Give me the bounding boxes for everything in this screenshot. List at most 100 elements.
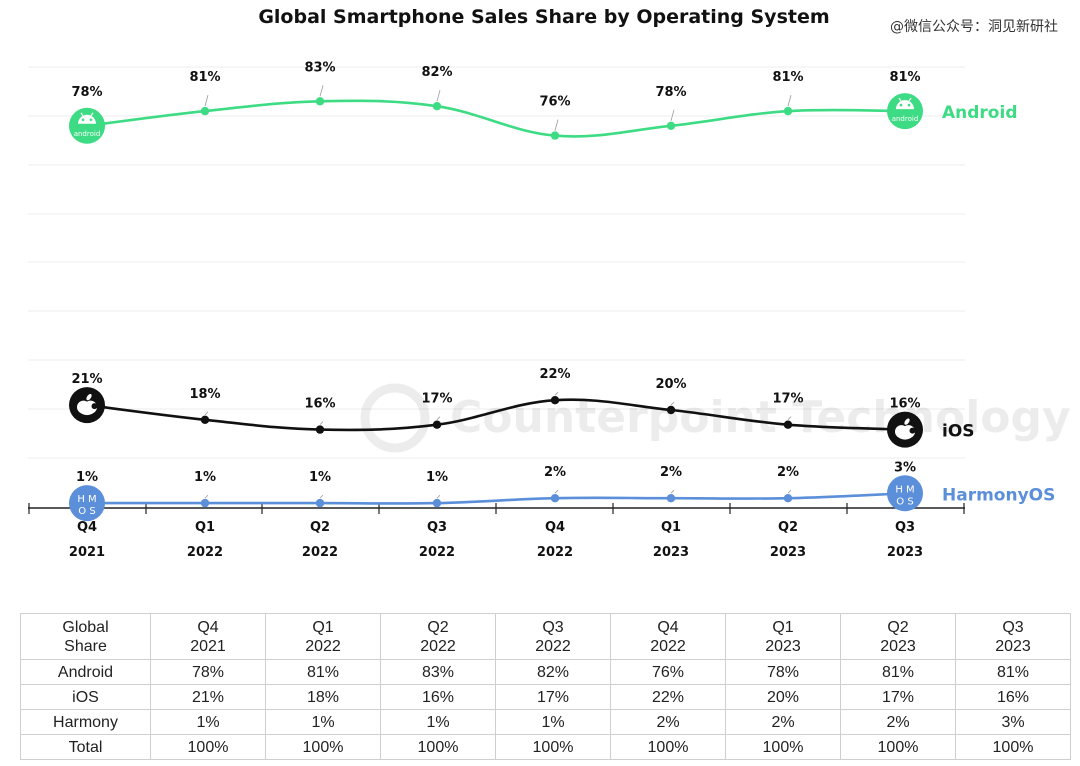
x-tick-label-year: 2022	[419, 545, 455, 560]
table-cell: 1%	[380, 709, 496, 735]
data-label-ios: 16%	[889, 397, 920, 412]
data-point-ios	[783, 420, 793, 429]
data-label-android: 81%	[889, 70, 920, 85]
x-tick-label-year: 2023	[887, 545, 923, 560]
data-label-harmonyos: 3%	[894, 460, 916, 475]
table-cell: 20%	[725, 684, 841, 710]
table-header-cell: Q2 2023	[840, 613, 956, 660]
table-cell: 17%	[495, 684, 611, 710]
data-label-leader	[204, 94, 209, 107]
data-point-ios	[432, 420, 442, 429]
data-label-leader	[436, 90, 441, 102]
data-point-android	[783, 106, 793, 116]
table-row-label: Total	[20, 734, 151, 760]
x-tick-label-quarter: Q2	[310, 520, 330, 535]
table-header-label: Global Share	[20, 613, 151, 660]
data-label-ios: 17%	[421, 392, 452, 407]
table-cell: 3%	[955, 709, 1071, 735]
data-label-android: 81%	[772, 70, 803, 85]
data-label-leader	[204, 411, 209, 416]
data-label-harmonyos: 2%	[777, 465, 799, 480]
table-row: Total 100% 100% 100% 100% 100% 100% 100% 100%	[20, 734, 1071, 760]
table-header-cell: Q3 2023	[955, 613, 1071, 660]
table-header-cell: Q4 2021	[150, 613, 266, 660]
line-chart: Counterpoint Technology Market Research …	[28, 60, 1080, 560]
data-label-leader	[670, 109, 675, 121]
data-point-harmonyos	[432, 498, 442, 508]
data-label-harmonyos: 1%	[426, 470, 448, 485]
table-cell: 100%	[840, 734, 956, 760]
table-cell: 2%	[840, 709, 956, 735]
x-axis: Q4 2021 Q1 2022 Q2 2022 Q3 2022 Q4 2022 Q1 2023 Q2 20…	[28, 503, 965, 560]
series-ios: 21% 18% 16% 17% 22% 20% 17% 16% iOS	[71, 367, 974, 441]
background-logo-text: Counterpoint Technology Market Research	[450, 392, 1080, 443]
data-label-leader	[554, 489, 559, 494]
harmonyos-icon-text: H M	[895, 484, 914, 495]
table-cell: 76%	[610, 659, 726, 685]
series-android: 78% 81% 83% 82% 76% 78% 81% 81% Android	[71, 60, 1018, 140]
x-tick-label-quarter: Q3	[895, 520, 915, 535]
table-cell: 78%	[725, 659, 841, 685]
table-cell: 2%	[725, 709, 841, 735]
table-header-cell: Q3 2022	[495, 613, 611, 660]
table-cell: 81%	[265, 659, 381, 685]
gridlines	[28, 66, 965, 459]
x-tick-label-year: 2022	[187, 545, 223, 560]
data-label-ios: 21%	[71, 372, 102, 387]
data-label-android: 81%	[189, 70, 220, 85]
table-cell: 100%	[955, 734, 1071, 760]
harmonyos-icon: H MO S	[887, 475, 923, 512]
data-label-ios: 20%	[655, 377, 686, 392]
x-tick-label-quarter: Q2	[778, 520, 798, 535]
data-point-harmonyos	[200, 498, 210, 508]
data-label-harmonyos: 1%	[309, 470, 331, 485]
table-header-cell: Q2 2022	[380, 613, 496, 660]
data-label-ios: 18%	[189, 387, 220, 402]
table-header-row: Global Share Q4 2021 Q1 2022 Q2 2022 Q3 2022 Q4 202…	[20, 613, 1071, 660]
series-label-android: Android	[942, 103, 1018, 123]
data-label-android: 82%	[421, 65, 452, 80]
x-tick-label-quarter: Q1	[195, 520, 215, 535]
harmonyos-icon-text: O S	[78, 506, 95, 517]
data-label-harmonyos: 2%	[660, 465, 682, 480]
x-tick-label-quarter: Q4	[77, 520, 97, 535]
table-cell: 16%	[380, 684, 496, 710]
table-cell: 100%	[380, 734, 496, 760]
table-cell: 18%	[265, 684, 381, 710]
table-row-label: iOS	[20, 684, 151, 710]
table-header-cell: Q1 2023	[725, 613, 841, 660]
series-label-ios: iOS	[942, 422, 975, 442]
data-label-leader	[787, 489, 792, 494]
data-label-leader	[787, 94, 792, 107]
data-label-leader	[204, 494, 209, 499]
android-icon: android	[69, 107, 105, 144]
table-cell: 2%	[610, 709, 726, 735]
data-label-leader	[670, 401, 675, 406]
android-icon-text: android	[892, 115, 919, 123]
data-label-leader	[436, 494, 441, 499]
data-point-android	[550, 131, 560, 140]
table-cell: 100%	[725, 734, 841, 760]
harmonyos-icon: H MO S	[69, 485, 105, 522]
data-point-harmonyos	[315, 498, 325, 508]
data-point-android	[666, 121, 676, 130]
table-row: iOS 21% 18% 16% 17% 22% 20% 17% 16%	[20, 684, 1071, 710]
data-point-harmonyos	[783, 494, 793, 503]
data-table: Global Share Q4 2021 Q1 2022 Q2 2022 Q3 2022 Q4 202…	[20, 613, 1071, 760]
harmonyos-icon-text: O S	[896, 496, 913, 507]
table-cell: 82%	[495, 659, 611, 685]
series-harmonyos: 1% 1% 1% 1% 2% 2% 2% 3% HarmonyOS	[76, 460, 1055, 508]
x-tick-label-quarter: Q3	[427, 520, 447, 535]
data-label-leader	[670, 489, 675, 494]
x-tick-label-year: 2023	[770, 545, 806, 560]
table-cell: 21%	[150, 684, 266, 710]
table-cell: 100%	[265, 734, 381, 760]
data-label-android: 78%	[655, 85, 686, 100]
data-label-leader	[319, 85, 324, 97]
series-layer: 78% 81% 83% 82% 76% 78% 81% 81% Android 21% 18% 16%…	[71, 60, 1055, 508]
table-cell: 1%	[150, 709, 266, 735]
table-cell: 83%	[380, 659, 496, 685]
table-cell: 1%	[495, 709, 611, 735]
table-row: Harmony 1% 1% 1% 1% 2% 2% 2% 3%	[20, 709, 1071, 735]
